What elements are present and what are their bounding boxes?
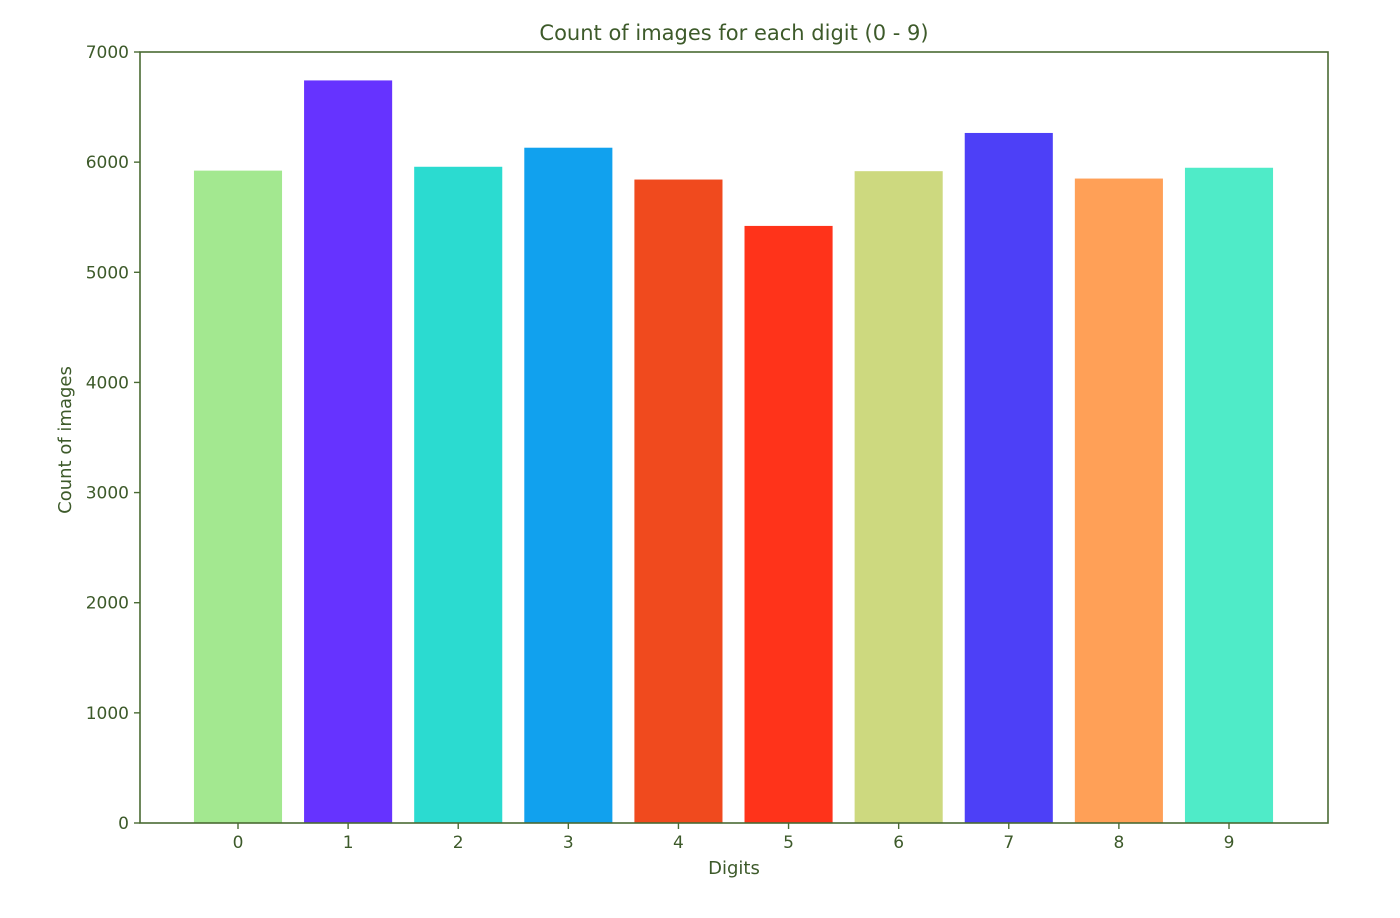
x-axis-label: Digits bbox=[708, 858, 760, 879]
x-tick-label: 5 bbox=[783, 833, 794, 853]
bars bbox=[193, 80, 1274, 824]
x-tick-label: 7 bbox=[1003, 833, 1014, 853]
x-tick-label: 4 bbox=[673, 833, 684, 853]
y-tick-label: 1000 bbox=[86, 704, 129, 724]
bar-5 bbox=[744, 225, 833, 823]
bar-3 bbox=[524, 147, 613, 824]
chart-title: Count of images for each digit (0 - 9) bbox=[539, 21, 928, 45]
bar-4 bbox=[634, 179, 723, 824]
plot-frame bbox=[139, 51, 1329, 824]
x-tick-label: 0 bbox=[233, 833, 244, 853]
y-tick-label: 0 bbox=[118, 814, 129, 834]
y-axis-ticks: 0 1000 2000 3000 4000 5000 6000 7000 bbox=[86, 43, 140, 834]
x-axis-ticks: 0 1 2 3 4 5 6 7 8 9 bbox=[233, 823, 1235, 853]
x-tick-label: 8 bbox=[1113, 833, 1124, 853]
bar-9 bbox=[1184, 167, 1274, 824]
bar-6 bbox=[854, 171, 943, 824]
y-axis-label: Count of images bbox=[55, 366, 76, 514]
y-tick-label: 4000 bbox=[86, 373, 129, 393]
bar-0 bbox=[193, 170, 283, 824]
x-tick-label: 3 bbox=[563, 833, 574, 853]
bar-2 bbox=[414, 166, 503, 823]
x-tick-label: 2 bbox=[453, 833, 464, 853]
y-tick-label: 7000 bbox=[86, 43, 129, 63]
y-tick-label: 5000 bbox=[86, 263, 129, 283]
x-tick-label: 9 bbox=[1224, 833, 1235, 853]
bar-1 bbox=[304, 80, 393, 823]
x-tick-label: 1 bbox=[343, 833, 354, 853]
x-tick-label: 6 bbox=[893, 833, 904, 853]
y-tick-label: 3000 bbox=[86, 484, 129, 504]
bar-7 bbox=[964, 132, 1053, 823]
bar-8 bbox=[1074, 178, 1163, 823]
y-tick-label: 6000 bbox=[86, 153, 129, 173]
y-tick-label: 2000 bbox=[86, 594, 129, 614]
